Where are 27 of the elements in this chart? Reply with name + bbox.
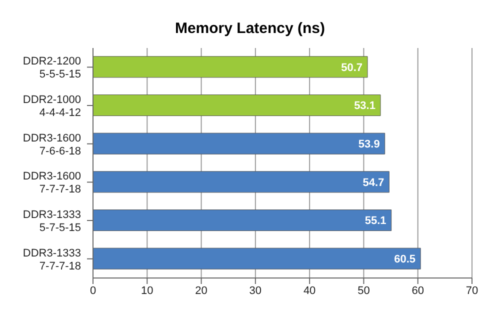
y-tick-label: DDR3-1333 7-7-7-18	[22, 247, 81, 272]
y-tick-label: DDR3-1600 7-7-7-18	[22, 170, 81, 196]
x-tick-label: 40	[303, 284, 316, 297]
x-tick-label: 70	[466, 284, 478, 297]
y-tick-label: DDR2-1200 5-5-5-15	[22, 56, 81, 81]
y-tick-label: DDR3-1600 7-6-6-18	[22, 132, 81, 158]
bar	[93, 56, 368, 78]
data-label: 50.7	[341, 62, 363, 74]
x-tick-label: 50	[358, 284, 370, 297]
x-tick-label: 0	[90, 284, 96, 297]
x-tick-label: 60	[412, 284, 424, 297]
data-label: 54.7	[362, 176, 384, 189]
data-label: 55.1	[364, 215, 386, 228]
data-label: 53.9	[358, 138, 380, 151]
x-tick-label: 30	[249, 284, 262, 297]
bar	[93, 248, 421, 270]
data-label: 53.1	[354, 100, 376, 112]
bar	[93, 94, 381, 116]
x-tick-label: 10	[141, 284, 154, 297]
chart-title: Memory Latency (ns)	[174, 19, 326, 39]
bar	[93, 171, 390, 193]
bar	[93, 210, 392, 232]
x-tick-label: 20	[195, 284, 208, 297]
bar	[93, 132, 386, 154]
y-tick-label: DDR2-1000 4-4-4-12	[22, 94, 81, 119]
y-tick-label: DDR3-1333 5-7-5-15	[22, 209, 81, 234]
data-label: 60.5	[394, 254, 416, 266]
